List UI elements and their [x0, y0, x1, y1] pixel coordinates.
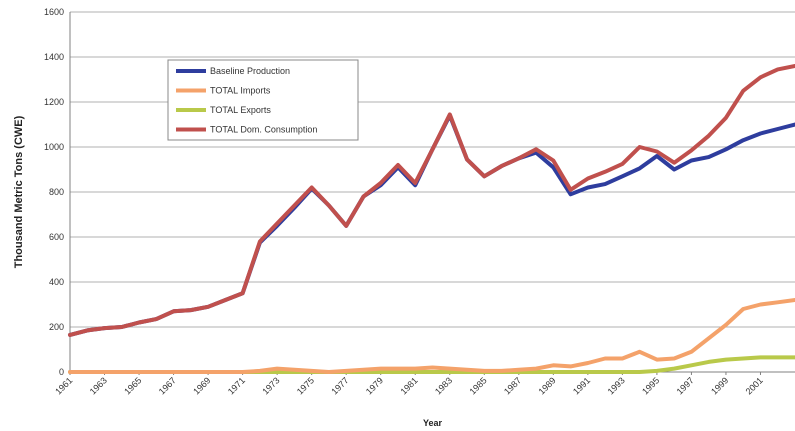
- x-tick-label: 1963: [88, 375, 109, 396]
- legend: Baseline Production TOTAL Imports TOTAL Ex…: [167, 59, 359, 141]
- x-tick-label: 1979: [364, 375, 385, 396]
- x-tick-label: 2001: [744, 375, 765, 396]
- x-tick-label: 1965: [122, 375, 143, 396]
- legend-box: [167, 59, 359, 141]
- y-tick-label: 800: [49, 187, 64, 197]
- y-tick-label: 1000: [44, 142, 64, 152]
- y-tick-label: 400: [49, 277, 64, 287]
- x-tick-label: 1985: [467, 375, 488, 396]
- series-line-3: [68, 64, 795, 337]
- y-tick-labels: 0 200 400 600 800 1000 1200 1400 1600: [44, 7, 64, 377]
- legend-entry: TOTAL Exports: [210, 105, 271, 115]
- x-tick-label: 1973: [260, 375, 281, 396]
- legend-entry: TOTAL Dom. Consumption: [210, 125, 317, 135]
- x-tick-label: 1975: [295, 375, 316, 396]
- y-tick-label: 600: [49, 232, 64, 242]
- x-tick-label: 1971: [226, 375, 247, 396]
- x-tick-label: 1983: [433, 375, 454, 396]
- x-tick-label: 1977: [329, 375, 350, 396]
- y-axis-title: Thousand Metric Tons (CWE): [13, 115, 25, 268]
- x-axis-title: Year: [423, 418, 443, 428]
- x-tick-label: 1999: [709, 375, 730, 396]
- x-tick-label: 1993: [606, 375, 627, 396]
- y-tick-label: 0: [59, 367, 64, 377]
- x-tick-label: 1981: [398, 375, 419, 396]
- y-tick-label: 1600: [44, 7, 64, 17]
- legend-entry: Baseline Production: [210, 66, 290, 76]
- x-tick-label: 1987: [502, 375, 523, 396]
- x-tick-label: 1991: [571, 375, 592, 396]
- series-line-1: [68, 298, 795, 374]
- y-tick-label: 1200: [44, 97, 64, 107]
- grid: [70, 11, 795, 328]
- y-tick-label: 200: [49, 322, 64, 332]
- x-tick-label: 1969: [191, 375, 212, 396]
- y-tick-label: 1400: [44, 52, 64, 62]
- x-tick-label: 1997: [675, 375, 696, 396]
- x-tick-labels: 1961 1963 1965 1967 1969 1971 1973 1975 1977 1979…: [53, 372, 765, 397]
- series-line-2: [68, 355, 795, 374]
- series-lines: [68, 64, 795, 374]
- x-tick-label: 1989: [537, 375, 558, 396]
- legend-entry: TOTAL Imports: [210, 86, 271, 96]
- x-tick-label: 1967: [157, 375, 178, 396]
- x-tick-label: 1995: [640, 375, 661, 396]
- x-tick-label: 1961: [53, 375, 74, 396]
